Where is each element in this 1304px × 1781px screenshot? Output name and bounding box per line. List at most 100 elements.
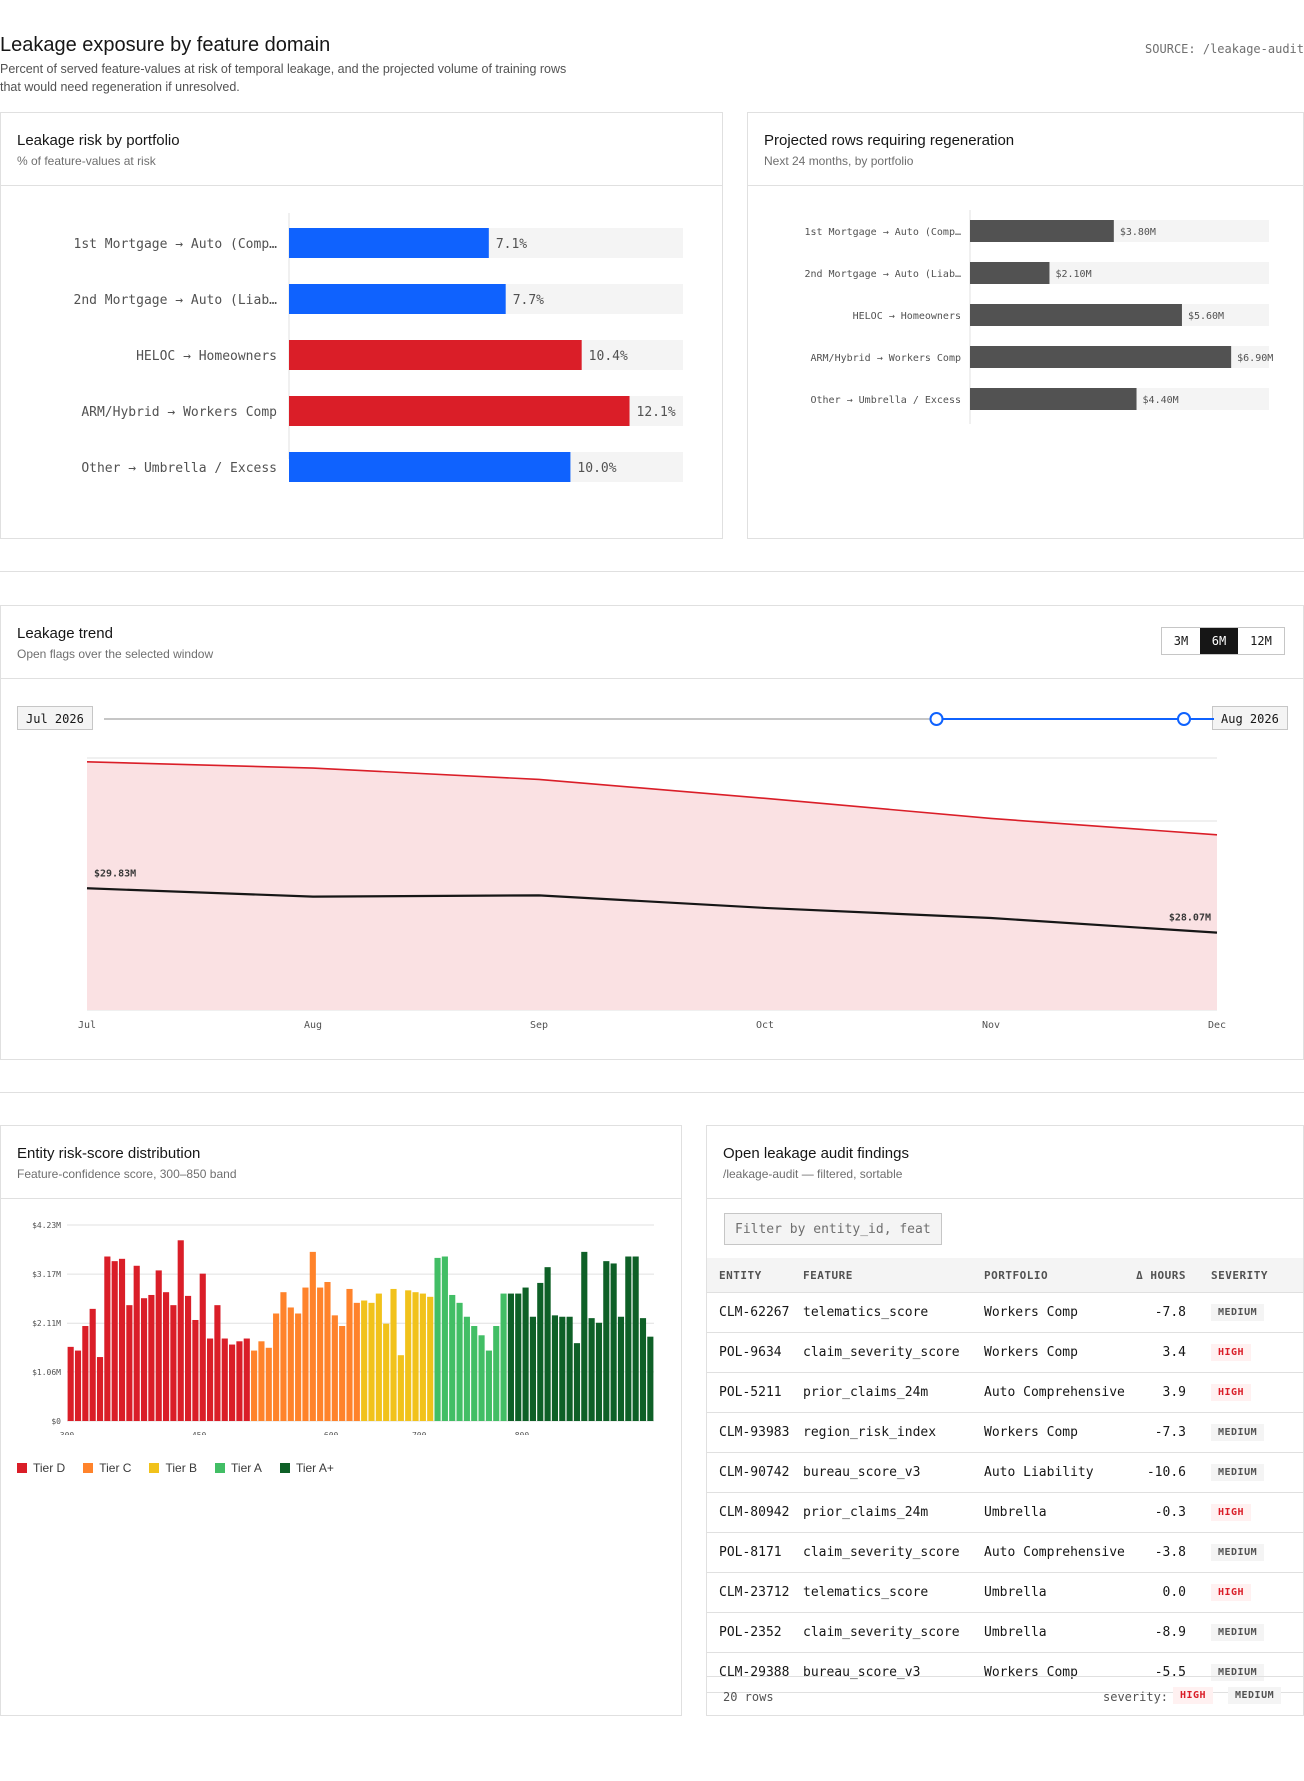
series-line xyxy=(86,887,1218,934)
cell-entity: CLM-80942 xyxy=(707,1492,802,1533)
table-row[interactable]: CLM-62267 telematics_score Workers Comp -7.… xyxy=(707,1292,1303,1333)
histogram-bar xyxy=(361,1300,368,1421)
column-portfolio[interactable]: PORTFOLIO xyxy=(983,1258,1135,1293)
row-count: 20 rows xyxy=(723,1690,774,1704)
legend-swatch xyxy=(17,1463,27,1473)
panel-subtitle: Feature-confidence score, 300–850 band xyxy=(17,1167,237,1181)
cell-feature: prior_claims_24m xyxy=(802,1492,983,1533)
histogram-bar xyxy=(207,1338,214,1421)
cell-feature: region_risk_index xyxy=(802,1412,983,1453)
histogram-bar xyxy=(162,1292,170,1421)
histogram-bar xyxy=(96,1357,104,1421)
histogram-bar xyxy=(419,1293,426,1421)
cell-severity: MEDIUM xyxy=(1187,1532,1303,1573)
x-tick-label: Sep xyxy=(530,1020,548,1031)
cell-delta-hours: 3.4 xyxy=(1135,1332,1187,1373)
histogram-bar xyxy=(566,1316,573,1421)
severity-badge: HIGH xyxy=(1211,1384,1252,1401)
panel-title: Leakage trend xyxy=(17,625,113,642)
legend-swatch xyxy=(83,1463,94,1473)
cell-portfolio: Workers Comp xyxy=(983,1332,1135,1373)
histogram-bar xyxy=(522,1287,529,1421)
panel-header: Leakage risk by portfolio % of feature-v… xyxy=(1,113,722,186)
histogram-bar xyxy=(258,1341,265,1421)
page-title: Leakage exposure by feature domain xyxy=(0,34,331,56)
range-6m-button[interactable]: 6M xyxy=(1200,628,1238,654)
table-row[interactable]: CLM-90742 bureau_score_v3 Auto Liability -1… xyxy=(707,1452,1303,1493)
histogram-bar xyxy=(529,1316,536,1421)
findings-filter-input[interactable] xyxy=(724,1213,942,1245)
histogram-bar xyxy=(126,1305,133,1421)
value-label: 10.0% xyxy=(577,461,616,476)
histogram-bar xyxy=(405,1290,412,1421)
range-3m-button[interactable]: 3M xyxy=(1173,634,1189,648)
cell-severity: MEDIUM xyxy=(1187,1412,1303,1453)
severity-medium-badge[interactable]: MEDIUM xyxy=(1228,1687,1282,1704)
cell-feature: bureau_score_v3 xyxy=(802,1452,983,1493)
column-delta-hours[interactable]: Δ HOURS xyxy=(1135,1258,1187,1293)
column-feature[interactable]: FEATURE xyxy=(802,1258,983,1293)
panel-subtitle: % of feature-values at risk xyxy=(17,154,156,168)
severity-badge: MEDIUM xyxy=(1211,1544,1265,1561)
end-value-label: $28.07M xyxy=(1169,913,1211,924)
category-label: Other → Umbrella / Excess xyxy=(810,395,961,406)
window-start-label: Jul 2026 xyxy=(17,706,93,730)
cell-severity: HIGH xyxy=(1187,1332,1303,1373)
regen-bar-chart: 1st Mortgage → Auto (Comp… $3.80M 2nd Mort… xyxy=(804,210,1273,424)
panel-subtitle: Next 24 months, by portfolio xyxy=(764,154,914,168)
table-row[interactable]: CLM-80942 prior_claims_24m Umbrella -0.3 HIG… xyxy=(707,1492,1303,1533)
cell-entity: POL-9634 xyxy=(707,1332,802,1373)
table-row[interactable]: CLM-23712 telematics_score Umbrella 0.0 HIGH xyxy=(707,1572,1303,1613)
histogram-bar xyxy=(581,1251,588,1421)
y-tick-label: $2.11M xyxy=(32,1319,61,1328)
cell-delta-hours: 3.9 xyxy=(1135,1372,1187,1413)
legend-label: Tier A xyxy=(231,1461,262,1475)
histogram-bar xyxy=(610,1263,617,1421)
x-tick-label: Jul xyxy=(78,1020,96,1031)
histogram-bar xyxy=(170,1305,177,1421)
panel-title: Projected rows requiring regeneration xyxy=(764,132,1015,149)
histogram-bar xyxy=(280,1292,287,1421)
table-row[interactable]: POL-2352 claim_severity_score Umbrella -8.9… xyxy=(707,1612,1303,1653)
table-row[interactable]: POL-8171 claim_severity_score Auto Compreh… xyxy=(707,1532,1303,1573)
table-row[interactable]: POL-5211 prior_claims_24m Auto Comprehensi… xyxy=(707,1372,1303,1413)
histogram-bar xyxy=(639,1318,647,1421)
column-severity[interactable]: SEVERITY xyxy=(1187,1258,1303,1293)
table-row[interactable]: CLM-93983 region_risk_index Workers Comp -7… xyxy=(707,1412,1303,1453)
histogram-bar xyxy=(82,1326,89,1421)
cell-portfolio: Auto Comprehensive xyxy=(983,1372,1135,1413)
slider-start-handle[interactable] xyxy=(929,712,944,726)
severity-badge: MEDIUM xyxy=(1211,1424,1265,1441)
histogram-bar xyxy=(427,1296,434,1421)
cell-portfolio: Umbrella xyxy=(983,1612,1135,1653)
table-row[interactable]: POL-9634 claim_severity_score Workers Comp… xyxy=(707,1332,1303,1373)
cell-feature: prior_claims_24m xyxy=(802,1372,983,1413)
severity-badge: HIGH xyxy=(1211,1504,1252,1521)
range-slider[interactable] xyxy=(104,709,1214,729)
histogram-bar xyxy=(412,1292,419,1421)
risk-band-area xyxy=(87,761,1217,1010)
start-value-label: $29.83M xyxy=(94,868,136,879)
source-label: SOURCE: /leakage-audit xyxy=(1145,42,1304,56)
histogram-bar xyxy=(485,1350,492,1421)
value-label: $6.90M xyxy=(1237,353,1273,364)
histogram-bar xyxy=(544,1267,551,1421)
table-header-row: ENTITY FEATURE PORTFOLIO Δ HOURS SEVERIT… xyxy=(707,1258,1303,1293)
column-entity[interactable]: ENTITY xyxy=(707,1258,802,1293)
severity-badge: HIGH xyxy=(1211,1584,1252,1601)
category-label: Other → Umbrella / Excess xyxy=(81,461,277,476)
severity-high-badge[interactable]: HIGH xyxy=(1173,1687,1214,1704)
bar xyxy=(970,220,1114,242)
cell-delta-hours: -7.3 xyxy=(1135,1412,1187,1453)
histogram-bar xyxy=(273,1313,280,1421)
panel-header: Open leakage audit findings /leakage-aud… xyxy=(707,1126,1303,1199)
cell-severity: MEDIUM xyxy=(1187,1452,1303,1493)
severity-badge: MEDIUM xyxy=(1211,1624,1265,1641)
slider-end-handle[interactable] xyxy=(1177,712,1191,726)
range-12m-button[interactable]: 12M xyxy=(1250,634,1272,648)
legend-swatch xyxy=(215,1463,226,1473)
category-label: HELOC → Homeowners xyxy=(853,311,961,322)
histogram-bar xyxy=(375,1293,382,1421)
histogram-bar xyxy=(177,1240,184,1421)
severity-legend-label: severity: xyxy=(1103,1690,1169,1704)
